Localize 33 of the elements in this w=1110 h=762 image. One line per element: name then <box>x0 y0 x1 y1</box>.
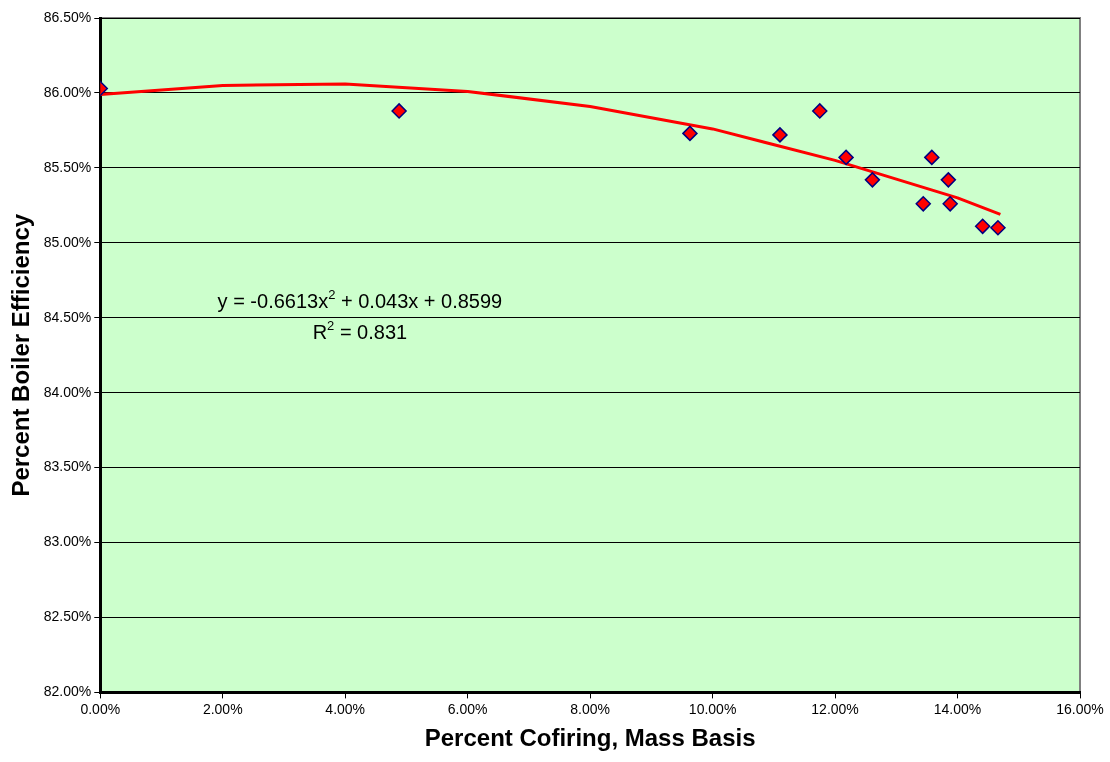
point <box>990 220 1006 236</box>
y-tick-label: 86.00% <box>43 83 92 100</box>
x-tick-label: 16.00% <box>1056 700 1104 717</box>
point <box>682 125 698 142</box>
y-tick-label: 85.50% <box>43 158 92 175</box>
y-tick-label: 82.00% <box>43 683 92 700</box>
x-tick-label: 6.00% <box>447 700 488 717</box>
y-tick-label: 84.00% <box>43 383 92 400</box>
point <box>915 196 931 212</box>
y-tick-label: 83.00% <box>43 533 92 550</box>
x-tick-label: 2.00% <box>202 700 243 717</box>
point <box>974 218 991 235</box>
point <box>940 172 957 188</box>
y-tick-label: 86.50% <box>43 8 92 25</box>
x-tick-label: 8.00% <box>570 700 610 717</box>
point <box>864 172 881 188</box>
point <box>942 196 958 212</box>
y-axis-title: Percent Boiler Efficiency <box>7 213 35 497</box>
x-axis-title: Percent Cofiring, Mass Basis <box>424 724 756 752</box>
x-tick-label: 0.00% <box>80 700 121 717</box>
point <box>812 103 828 119</box>
y-tick-label: 82.50% <box>43 608 92 625</box>
point <box>391 103 407 119</box>
y-tick-label: 83.50% <box>43 458 92 475</box>
y-tick-label: 85.00% <box>43 233 92 250</box>
y-tick-label: 84.50% <box>43 308 92 325</box>
x-tick-label: 4.00% <box>325 700 366 717</box>
x-tick-label: 12.00% <box>811 700 859 717</box>
x-tick-label: 14.00% <box>933 700 982 717</box>
point <box>772 127 788 143</box>
x-tick-label: 10.00% <box>688 700 737 717</box>
point <box>924 149 940 166</box>
point <box>838 149 854 166</box>
